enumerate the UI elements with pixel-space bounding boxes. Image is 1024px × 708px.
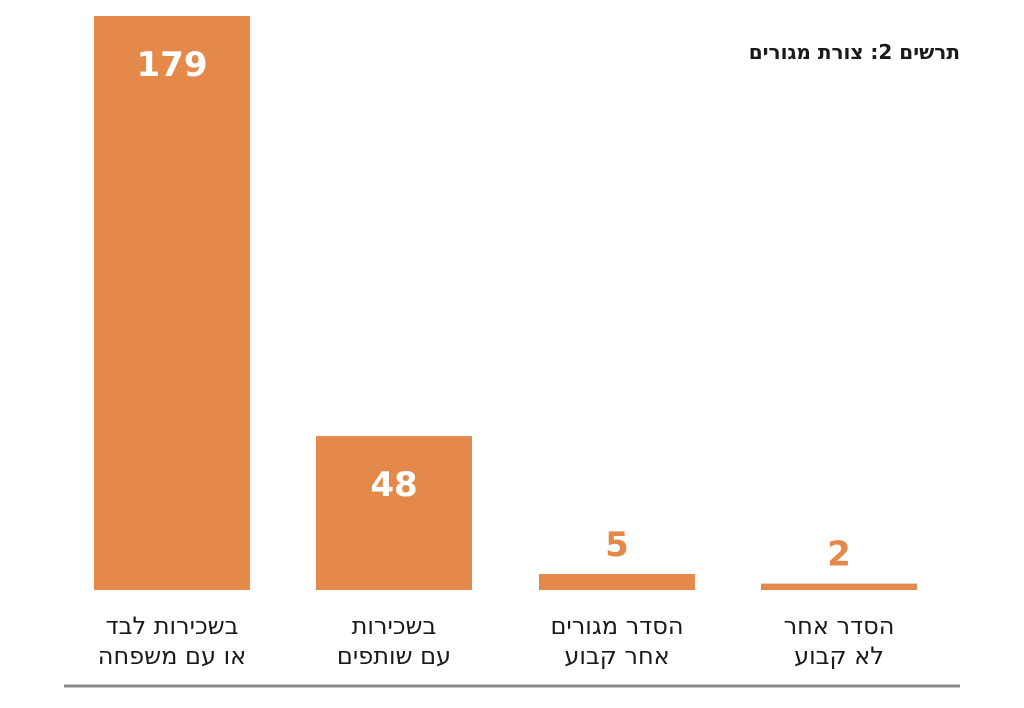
bars-layer	[94, 16, 917, 590]
category-label-1-line-1: בשכירות לבד	[105, 612, 238, 640]
bar-value-label-2: 48	[370, 465, 417, 505]
category-label-4-line-1: הסדר אחר	[784, 612, 895, 640]
bar-4	[761, 583, 917, 590]
bar-3	[539, 573, 695, 590]
category-label-2-line-2: עם שותפים	[337, 642, 451, 670]
category-label-3-line-1: הסדר מגורים	[550, 612, 683, 640]
category-label-4-line-2: לא קבוע	[794, 642, 884, 670]
bar-value-label-4: 2	[827, 535, 851, 575]
bar-2	[316, 436, 472, 590]
category-label-3-line-2: אחר קבוע	[564, 642, 669, 670]
category-label-1-line-2: או עם משפחה	[98, 642, 246, 670]
bar-value-label-3: 5	[605, 525, 629, 565]
bar-1	[94, 16, 250, 590]
chart-title: תרשים 2: צורת מגורים	[748, 40, 960, 64]
bar-value-label-1: 179	[137, 45, 208, 85]
category-label-2-line-1: בשכירות	[352, 612, 437, 640]
value-labels-layer: 179 48 5 2	[137, 45, 851, 575]
